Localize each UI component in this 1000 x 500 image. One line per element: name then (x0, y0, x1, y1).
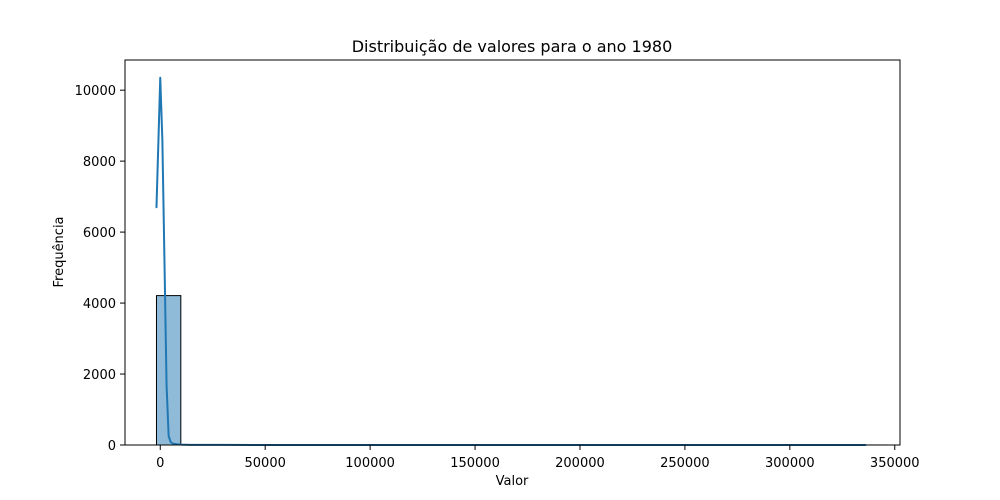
y-tick-label: 2000 (83, 368, 116, 383)
y-axis-ticks: 0 2000 4000 6000 8000 10000 (75, 84, 125, 454)
histogram-bars (155, 295, 888, 446)
kde-line (155, 76, 867, 446)
y-tick-label: 4000 (83, 297, 116, 312)
chart-title: Distribuição de valores para o ano 1980 (352, 37, 673, 56)
y-axis-label: Frequência (52, 216, 67, 287)
x-axis-ticks: 0 50000 100000 150000 200000 250000 300000 3500… (156, 445, 920, 471)
x-tick-label: 150000 (450, 456, 500, 471)
y-tick-label: 6000 (83, 226, 116, 241)
x-axis-label: Valor (496, 474, 529, 489)
x-tick-label: 100000 (345, 456, 395, 471)
kde-curve-group (155, 76, 867, 446)
y-tick-label: 10000 (75, 84, 116, 99)
x-tick-label: 0 (156, 456, 164, 471)
x-tick-label: 350000 (870, 456, 920, 471)
y-tick-label: 8000 (83, 155, 116, 170)
x-tick-label: 300000 (765, 456, 815, 471)
y-tick-label: 0 (108, 439, 116, 454)
x-tick-label: 50000 (245, 456, 286, 471)
x-tick-label: 200000 (555, 456, 605, 471)
x-tick-label: 250000 (660, 456, 710, 471)
plot-frame (124, 59, 901, 446)
